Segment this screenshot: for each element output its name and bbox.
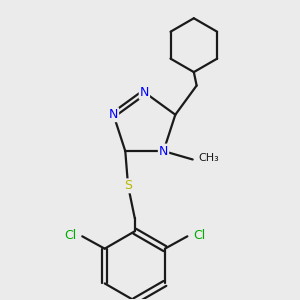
Text: N: N: [140, 86, 149, 99]
Text: CH₃: CH₃: [198, 153, 219, 164]
Text: Cl: Cl: [64, 229, 76, 242]
Text: S: S: [124, 179, 132, 192]
Text: Cl: Cl: [194, 229, 206, 242]
Text: N: N: [159, 145, 168, 158]
Text: N: N: [109, 108, 118, 121]
